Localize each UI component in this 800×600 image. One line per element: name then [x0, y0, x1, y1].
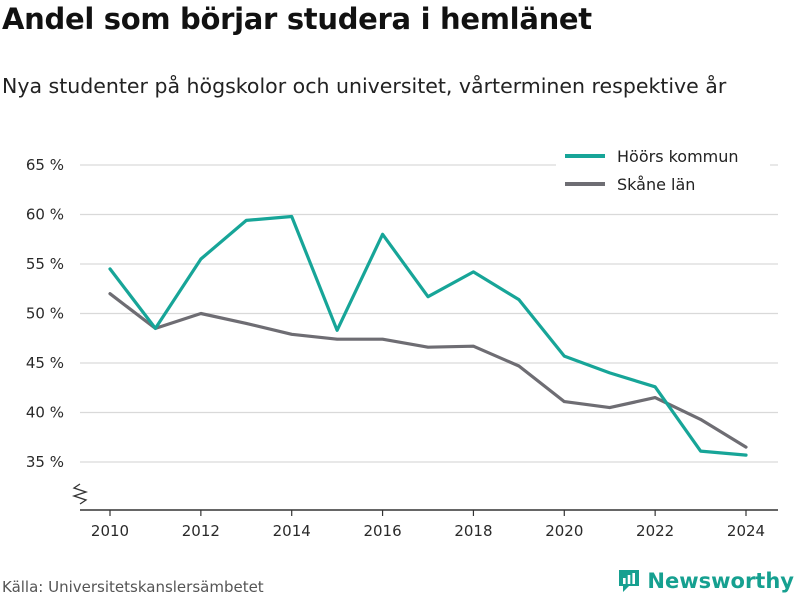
- data-point: [290, 215, 293, 218]
- newsworthy-logo-icon: [619, 570, 640, 592]
- data-point: [563, 354, 566, 357]
- data-point: [381, 233, 384, 236]
- brand-name: Newsworthy: [647, 569, 794, 593]
- data-point: [699, 450, 702, 453]
- legend-label: Skåne län: [617, 175, 695, 194]
- x-tick-label: 2016: [363, 522, 401, 540]
- data-point: [290, 333, 293, 336]
- y-tick-label: 35 %: [26, 453, 64, 471]
- y-tick-label: 65 %: [26, 156, 64, 174]
- data-point: [245, 322, 248, 325]
- data-point: [563, 400, 566, 403]
- brand-logo: Newsworthy: [617, 568, 794, 594]
- data-point: [336, 329, 339, 332]
- data-point: [199, 257, 202, 260]
- data-point: [472, 345, 475, 348]
- y-tick-label: 55 %: [26, 255, 64, 273]
- data-point: [336, 338, 339, 341]
- data-point: [517, 298, 520, 301]
- x-tick-label: 2018: [454, 522, 492, 540]
- x-tick-label: 2014: [273, 522, 311, 540]
- data-point: [472, 270, 475, 273]
- y-axis-ticks: 35 % 40 % 45 % 50 % 55 % 60 % 65 %: [26, 156, 64, 471]
- x-tick-label: 2010: [91, 522, 129, 540]
- legend-background: [556, 143, 770, 201]
- x-tick-label: 2012: [182, 522, 220, 540]
- data-point: [199, 312, 202, 315]
- x-tick-label: 2022: [636, 522, 674, 540]
- data-point: [654, 385, 657, 388]
- data-point: [744, 453, 747, 456]
- x-tick-label: 2024: [727, 522, 765, 540]
- data-point: [154, 327, 157, 330]
- chart-subtitle: Nya studenter på högskolor och universit…: [2, 74, 727, 98]
- legend-label: Höörs kommun: [617, 147, 739, 166]
- data-point: [608, 406, 611, 409]
- series-line: [108, 292, 748, 449]
- x-tick-label: 2020: [545, 522, 583, 540]
- y-tick-label: 40 %: [26, 404, 64, 422]
- data-point: [699, 418, 702, 421]
- data-point: [654, 396, 657, 399]
- chart-series: [108, 214, 748, 457]
- source-note: Källa: Universitetskanslersämbetet: [2, 578, 264, 596]
- data-point: [381, 338, 384, 341]
- data-point: [108, 267, 111, 270]
- data-point: [245, 219, 248, 222]
- y-tick-label: 50 %: [26, 305, 64, 323]
- data-point: [426, 346, 429, 349]
- data-point: [608, 371, 611, 374]
- data-point: [426, 295, 429, 298]
- axis-break-icon: [71, 483, 89, 505]
- y-tick-label: 60 %: [26, 206, 64, 224]
- data-point: [517, 364, 520, 367]
- chart-legend: Höörs kommun Skåne län: [556, 143, 770, 201]
- data-point: [744, 446, 747, 449]
- data-point: [108, 292, 111, 295]
- chart-title: Andel som börjar studera i hemlänet: [2, 2, 592, 36]
- y-tick-label: 45 %: [26, 354, 64, 372]
- grid-lines: [80, 164, 778, 463]
- x-axis: 2010 2012 2014 2016 2018 2020 2022 2024: [71, 483, 778, 540]
- series-line: [108, 214, 748, 457]
